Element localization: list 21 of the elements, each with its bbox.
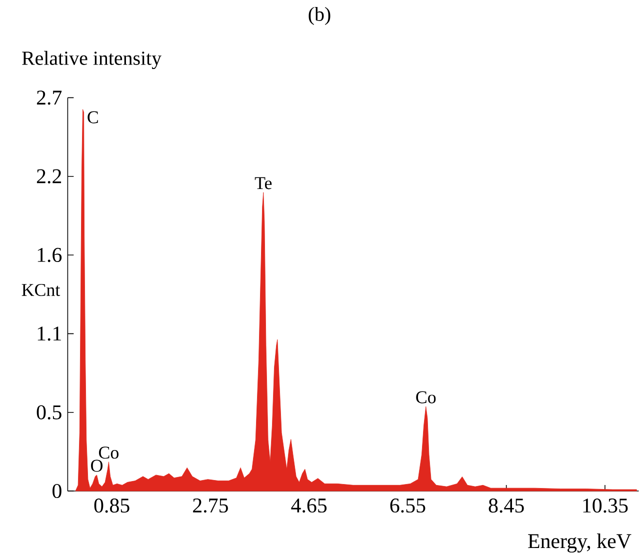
x-tick-label: 4.65	[291, 498, 327, 513]
chart-title: (b)	[308, 6, 330, 26]
y-tick-label: 2.7	[36, 90, 62, 105]
annotation: O	[91, 460, 103, 472]
x-tick-label: 6.55	[390, 498, 426, 513]
y-axis-title: Relative intensity	[22, 50, 162, 70]
y-tick-label: 2.2	[36, 169, 62, 184]
annotation: C	[88, 111, 98, 124]
annotation: Co	[416, 391, 436, 404]
x-tick-label: 10.35	[583, 498, 628, 513]
y-tick-label: 0	[52, 484, 62, 498]
y-tick-label: 0.5	[36, 405, 62, 420]
annotation: Te	[254, 177, 272, 190]
x-tick-label: 8.45	[488, 498, 524, 513]
x-tick-label: 2.75	[193, 498, 228, 513]
y-tick-label: 1.6	[38, 248, 62, 262]
annotation: Co	[98, 446, 118, 459]
y-tick-label: 1.1	[38, 326, 61, 341]
text: KCnt	[22, 284, 60, 296]
x-axis-title: Energy, keV	[528, 533, 632, 553]
x-tick-label: 0.85	[94, 498, 130, 513]
